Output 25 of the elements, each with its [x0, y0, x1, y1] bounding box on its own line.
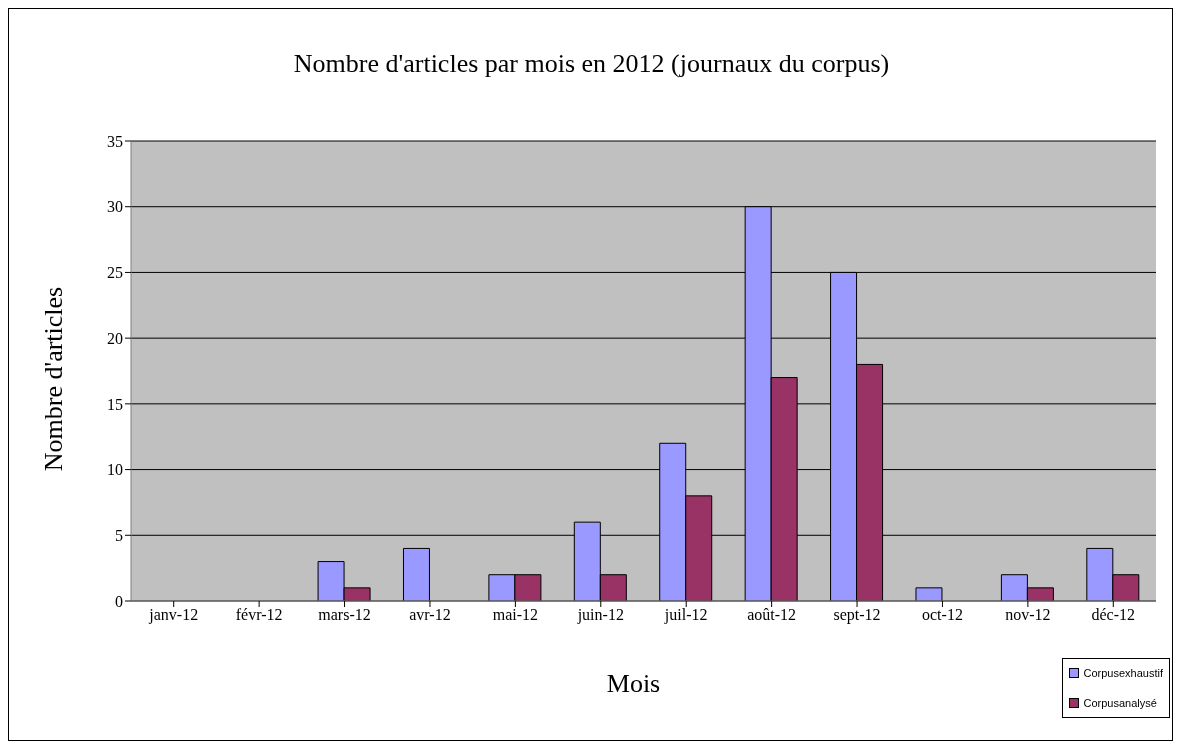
y-tick-label: 10 — [107, 461, 123, 479]
chart-title: Nombre d'articles par mois en 2012 (journaux du corpus) — [292, 49, 891, 79]
x-tick-label: sept-12 — [833, 606, 881, 625]
x-tick-label: oct-12 — [922, 606, 963, 624]
y-tick-label: 35 — [107, 132, 123, 150]
y-tick-label: 25 — [107, 264, 123, 282]
x-tick-label: avr-12 — [409, 606, 451, 624]
y-tick-label: 30 — [107, 198, 123, 216]
x-tick-label: juin-12 — [576, 606, 624, 625]
legend-label: Corpusanalysé — [1083, 697, 1157, 709]
y-tick-label: 5 — [115, 526, 123, 544]
x-tick-label: janv-12 — [148, 606, 199, 625]
y-axis-title: Nombre d'articles — [39, 286, 69, 472]
x-tick-label: mai-12 — [492, 606, 539, 624]
x-axis-title: Mois — [606, 669, 661, 698]
y-tick-label: 0 — [115, 592, 123, 610]
x-tick-label: juil-12 — [663, 606, 708, 625]
y-tick-label: 15 — [107, 395, 123, 413]
x-tick-label: févr-12 — [235, 606, 283, 624]
x-tick-label: déc-12 — [1091, 606, 1136, 624]
x-tick-label: mars-12 — [318, 606, 371, 624]
legend-label: Corpusexhaustif — [1083, 667, 1163, 679]
y-tick-label: 20 — [107, 329, 123, 347]
x-tick-label: août-12 — [747, 606, 797, 624]
x-tick-label: nov-12 — [1005, 606, 1051, 624]
